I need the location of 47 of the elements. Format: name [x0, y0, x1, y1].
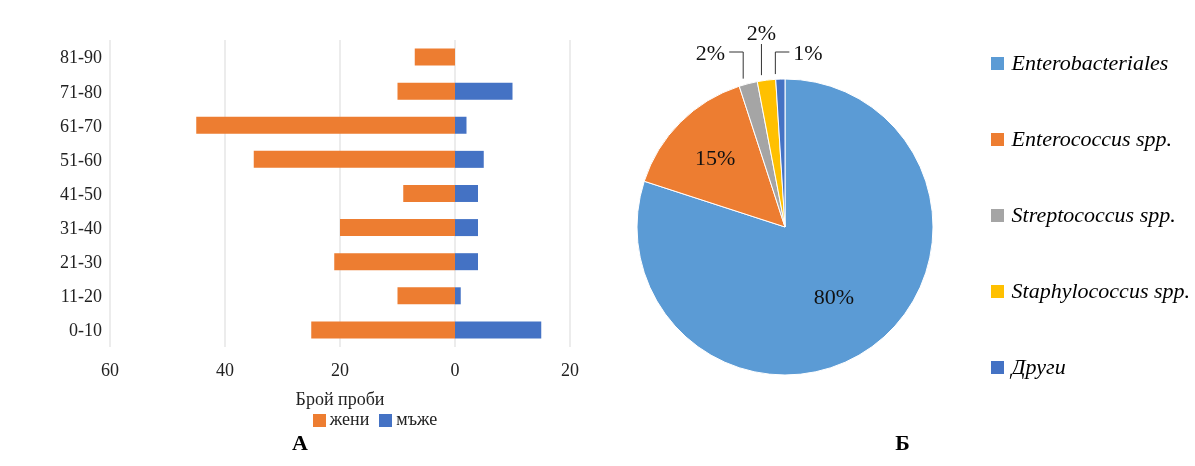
data-label: 15%: [694, 144, 736, 170]
bar: [455, 321, 542, 339]
pie-slice: [636, 78, 934, 376]
bar: [455, 150, 484, 168]
text: А: [292, 430, 308, 455]
bar: [397, 82, 455, 100]
x-tick-label: 0: [450, 359, 460, 380]
legend-label: Enterobacteriales: [1011, 50, 1169, 76]
y-tick-label: 31-40: [60, 218, 102, 238]
data-label: 2%: [695, 39, 726, 65]
bar: [397, 287, 455, 305]
bar: [455, 184, 478, 202]
bar: [455, 82, 513, 100]
legend-label: жени: [329, 409, 370, 429]
x-axis-title: Брой проби: [295, 389, 385, 409]
bar: [311, 321, 455, 339]
legend-label: Други: [1011, 354, 1066, 380]
y-tick-label: 0-10: [69, 320, 102, 341]
data-label: 2%: [746, 19, 777, 45]
bar: [414, 48, 455, 66]
y-tick-label: 11-20: [60, 286, 102, 307]
bar: [334, 253, 455, 271]
x-tick-label: 20: [561, 359, 579, 380]
x-tick-label: 20: [331, 359, 349, 380]
bar: [196, 116, 455, 134]
data-label: 1%: [793, 39, 823, 65]
bar: [455, 253, 478, 271]
legend-label: Staphylococcus spp.: [1011, 278, 1190, 304]
y-tick-label: 21-30: [60, 252, 102, 273]
data-label: 80%: [813, 283, 855, 309]
y-tick-label: 61-70: [60, 115, 102, 136]
y-tick-label: 51-60: [60, 149, 102, 170]
bar: [340, 219, 455, 237]
y-tick-label: 81-90: [60, 47, 102, 68]
text: Б: [895, 430, 910, 455]
bar: [455, 219, 478, 237]
legend-label: мъже: [396, 409, 438, 429]
y-tick-label: 41-50: [60, 183, 102, 204]
bar: [253, 150, 455, 168]
y-tick-label: 71-80: [60, 81, 102, 102]
bar: [455, 116, 467, 134]
legend-label: Enterococcus spp.: [1011, 126, 1173, 152]
legend-label: Streptococcus spp.: [1011, 202, 1176, 228]
bar: [403, 184, 455, 202]
bar: [455, 287, 461, 305]
x-tick-label: 60: [101, 359, 119, 380]
x-tick-label: 40: [216, 359, 234, 380]
